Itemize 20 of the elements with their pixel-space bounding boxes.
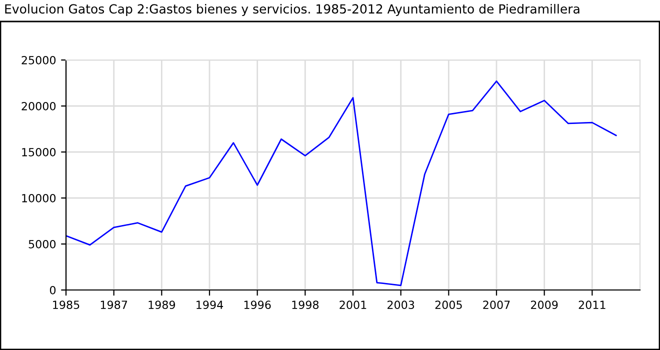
y-tick-label: 0 [50,286,56,294]
y-tick-label: 5000 [28,240,56,248]
line-series [66,80,617,286]
x-tick-label: 1989 [148,300,176,310]
x-tick-label: 2009 [531,300,558,310]
x-tick-label: 1998 [292,300,319,310]
chart-title: Evolucion Gatos Cap 2:Gastos bienes y servicios. 1985-2012 Ayuntamiento de Piedramillera [5,4,580,16]
x-tick-label: 1987 [100,300,128,310]
x-tick-label: 2001 [340,300,366,310]
x-tick-label: 1994 [196,300,224,310]
x-tick-label: 2011 [578,300,606,310]
y-tick-label: 10000 [22,194,56,202]
x-tick-label: 1985 [53,300,80,310]
x-tick-label: 1996 [244,300,271,310]
y-tick-label: 25000 [22,56,56,64]
y-tick-label: 20000 [22,102,56,110]
x-tick-label: 2005 [435,300,462,310]
x-tick-label: 2003 [388,300,414,310]
x-tick-label: 2007 [483,300,510,310]
y-tick-label: 15000 [22,148,56,156]
